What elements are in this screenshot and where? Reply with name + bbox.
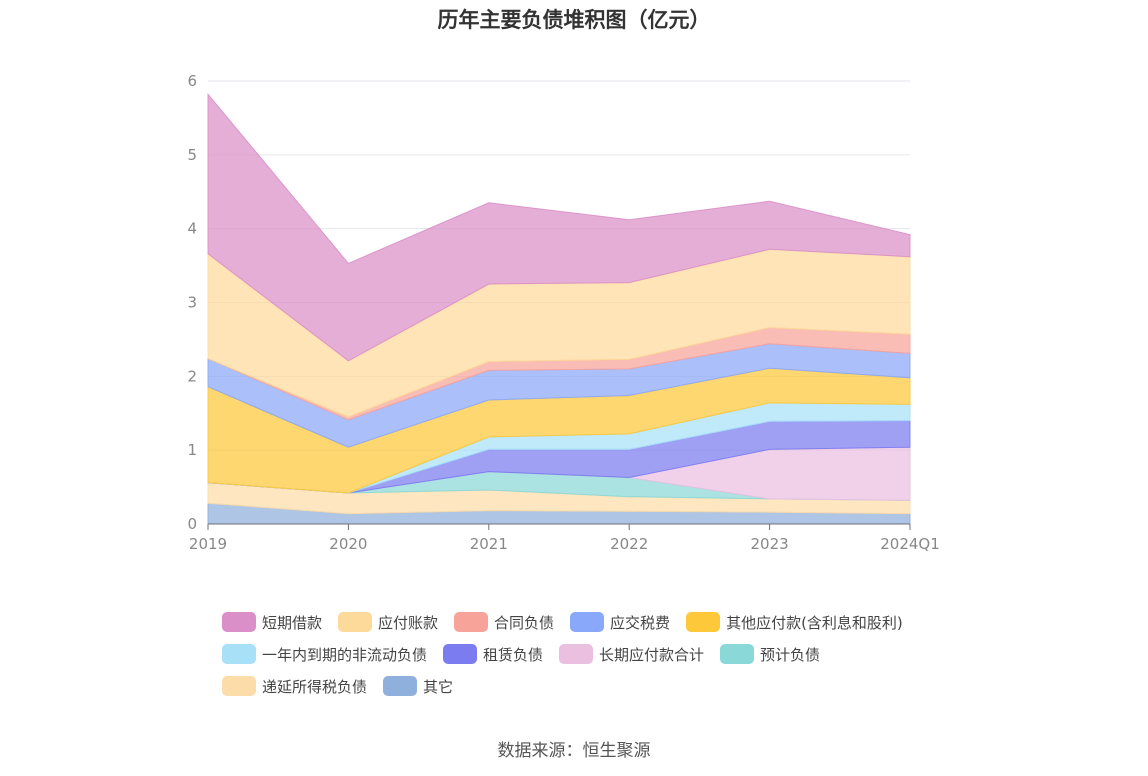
legend-swatch <box>222 644 256 664</box>
legend-swatch <box>454 612 489 632</box>
legend-label: 其他应付款(含利息和股利) <box>726 613 903 632</box>
chart-legend: 短期借款 应付账款 合同负债 应交税费 其他应付款(含利息和股利) 一年内到期的非流动负债… <box>222 606 982 702</box>
data-source: 数据来源：恒生聚源 <box>497 741 651 761</box>
legend-item[interactable]: 长期应付款合计 <box>559 644 704 665</box>
legend-swatch <box>222 612 256 632</box>
legend-row: 短期借款 应付账款 合同负债 应交税费 其他应付款(含利息和股利) <box>222 606 982 638</box>
legend-item[interactable]: 短期借款 <box>222 612 322 633</box>
x-tick-label: 2019 <box>189 535 227 553</box>
x-tick-label: 2023 <box>751 535 789 553</box>
y-tick-label: 6 <box>187 72 197 90</box>
legend-swatch <box>443 644 478 664</box>
y-tick-label: 2 <box>187 367 197 385</box>
legend-label: 应交税费 <box>610 613 671 632</box>
x-tick-label: 2021 <box>470 535 508 553</box>
legend-label: 合同负债 <box>494 613 555 632</box>
legend-swatch <box>720 644 755 664</box>
legend-item[interactable]: 一年内到期的非流动负债 <box>222 644 427 665</box>
y-tick-label: 3 <box>187 294 197 312</box>
legend-item[interactable]: 租赁负债 <box>443 644 543 665</box>
legend-label: 一年内到期的非流动负债 <box>262 645 428 664</box>
legend-item[interactable]: 其他应付款(含利息和股利) <box>686 612 903 633</box>
legend-row: 一年内到期的非流动负债 租赁负债 长期应付款合计 预计负债 <box>222 638 982 670</box>
area-series-短期借款 <box>207 92 911 362</box>
legend-label: 其它 <box>423 677 454 696</box>
legend-item[interactable]: 递延所得税负债 <box>222 676 367 697</box>
chart-title: 历年主要负债堆积图（亿元） <box>437 8 711 32</box>
legend-item[interactable]: 应付账款 <box>338 612 438 633</box>
legend-swatch <box>559 644 594 664</box>
legend-label: 长期应付款合计 <box>599 645 705 664</box>
y-tick-label: 0 <box>187 515 197 533</box>
legend-row: 递延所得税负债 其它 <box>222 670 982 702</box>
legend-item[interactable]: 预计负债 <box>720 644 820 665</box>
x-tick-label: 2022 <box>610 535 648 553</box>
legend-item[interactable]: 应交税费 <box>570 612 670 633</box>
area-series <box>207 92 911 525</box>
x-tick-label: 2020 <box>329 535 367 553</box>
legend-label: 短期借款 <box>262 613 323 632</box>
legend-swatch <box>686 612 721 632</box>
legend-label: 应付账款 <box>378 613 439 632</box>
x-tick-label: 2024Q1 <box>880 535 940 553</box>
legend-label: 递延所得税负债 <box>262 677 368 696</box>
legend-swatch <box>570 612 605 632</box>
stacked-area-chart: 0 1 2 3 4 5 6 2019 2020 2021 2022 2023 2024Q1 <box>187 72 939 553</box>
y-tick-label: 1 <box>187 441 197 459</box>
axes: 0 1 2 3 4 5 6 2019 2020 2021 2022 2023 2024Q1 <box>187 72 939 553</box>
legend-label: 预计负债 <box>760 645 821 664</box>
legend-label: 租赁负债 <box>483 645 544 664</box>
legend-swatch <box>383 676 418 696</box>
legend-swatch <box>222 676 256 696</box>
legend-item[interactable]: 合同负债 <box>454 612 554 633</box>
y-tick-label: 4 <box>187 220 197 238</box>
legend-swatch <box>338 612 373 632</box>
y-tick-label: 5 <box>187 146 197 164</box>
legend-item[interactable]: 其它 <box>383 676 453 697</box>
